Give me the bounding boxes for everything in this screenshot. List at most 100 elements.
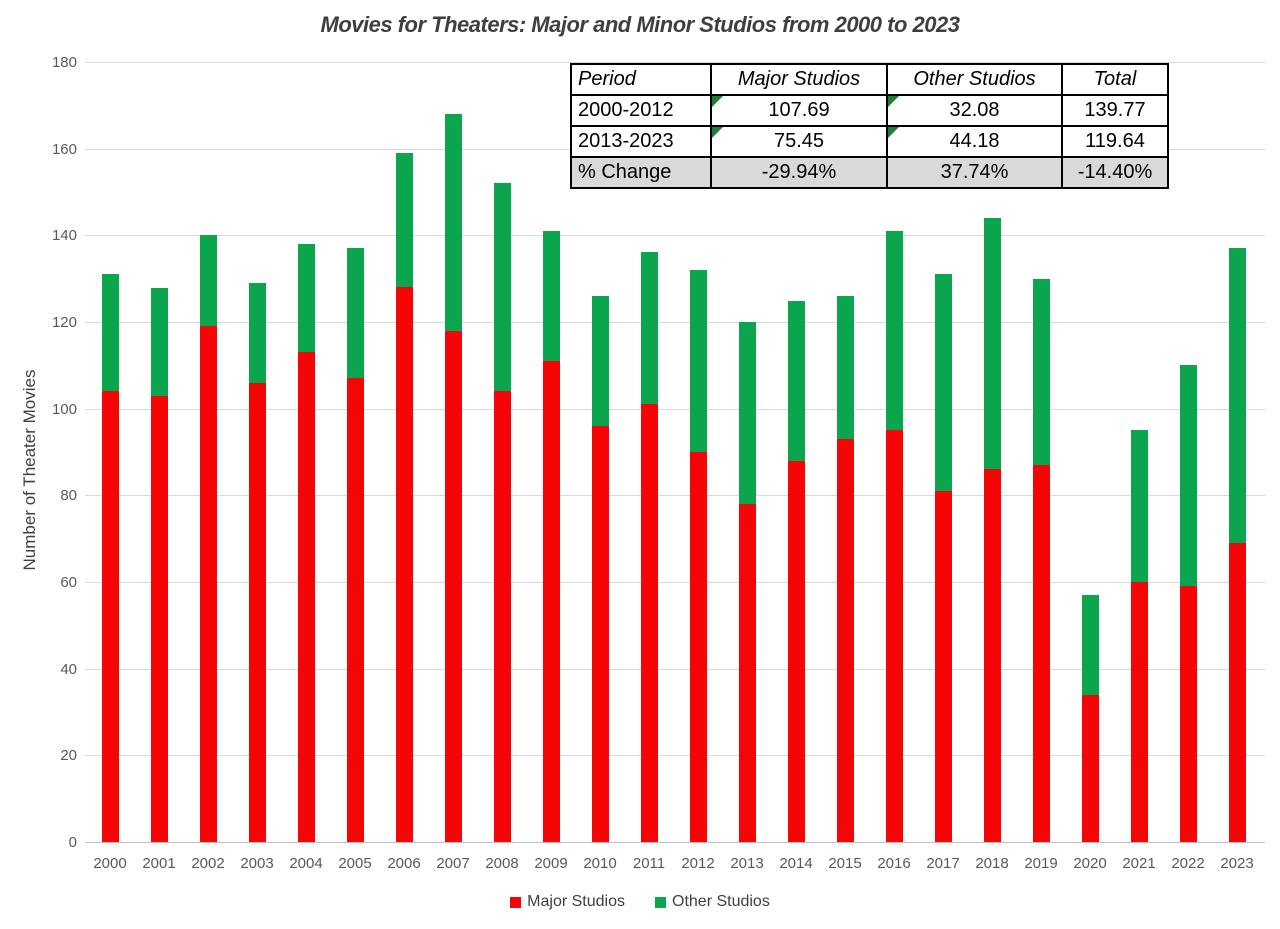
summary-table-cell-1-0: 2013-2023 xyxy=(570,125,712,158)
bar-segment-other-2020 xyxy=(1081,595,1099,695)
bar-segment-other-2012 xyxy=(689,270,707,452)
x-tick-label-2006: 2006 xyxy=(387,855,421,872)
x-tick-label-2017: 2017 xyxy=(926,855,960,872)
y-axis-title: Number of Theater Movies xyxy=(20,369,39,571)
bar-2009 xyxy=(542,231,560,842)
summary-table-row-0: 2000-2012 107.69 32.08 139.77 xyxy=(570,94,1169,127)
bar-segment-major-2016 xyxy=(885,430,903,842)
bar-segment-other-2017 xyxy=(934,274,952,491)
x-tick-label-2016: 2016 xyxy=(877,855,911,872)
bar-segment-major-2018 xyxy=(983,469,1001,842)
bar-segment-other-2019 xyxy=(1032,279,1050,465)
bar-segment-major-2005 xyxy=(346,378,364,842)
bar-2003 xyxy=(248,283,266,842)
cell-comment-indicator-icon xyxy=(888,96,899,107)
gridline-100 xyxy=(85,408,1265,410)
x-tick-label-2023: 2023 xyxy=(1220,855,1254,872)
y-tick-label-40: 40 xyxy=(60,660,77,678)
legend: Major Studios Other Studios xyxy=(0,893,1280,911)
x-tick-label-2015: 2015 xyxy=(828,855,862,872)
legend-swatch-icon xyxy=(510,896,522,908)
bar-segment-other-2002 xyxy=(199,235,217,326)
bar-2001 xyxy=(150,288,168,842)
x-tick-label-2001: 2001 xyxy=(142,855,176,872)
bar-segment-major-2006 xyxy=(395,287,413,842)
gridline-40 xyxy=(85,668,1265,670)
bar-segment-major-2008 xyxy=(493,391,511,842)
y-tick-label-80: 80 xyxy=(60,487,77,505)
bar-segment-other-2023 xyxy=(1228,248,1246,543)
y-tick-label-120: 120 xyxy=(51,314,77,331)
gridline-20 xyxy=(85,755,1265,757)
x-tick-label-2010: 2010 xyxy=(583,855,617,872)
summary-table-header-3: Total xyxy=(1061,63,1169,96)
bar-2008 xyxy=(493,183,511,842)
x-tick-label-2014: 2014 xyxy=(779,855,813,872)
bar-segment-major-2004 xyxy=(297,352,315,842)
bar-segment-other-2000 xyxy=(101,274,119,391)
bar-2010 xyxy=(591,296,609,842)
y-tick-label-60: 60 xyxy=(60,574,77,591)
legend-label: Other Studios xyxy=(672,893,770,910)
bar-2002 xyxy=(199,235,217,842)
cell-comment-indicator-icon xyxy=(712,96,723,107)
y-tick-label-20: 20 xyxy=(60,747,77,765)
gridline-60 xyxy=(85,582,1265,583)
bar-2004 xyxy=(297,244,315,842)
bar-2006 xyxy=(395,153,413,842)
x-tick-label-2011: 2011 xyxy=(632,855,666,872)
bar-segment-major-2022 xyxy=(1179,586,1197,842)
bar-segment-major-2019 xyxy=(1032,465,1050,842)
gridline-0 xyxy=(85,842,1265,843)
summary-table-header-0: Period xyxy=(570,63,712,96)
summary-table-cell-0-3: 139.77 xyxy=(1061,94,1169,127)
bar-2022 xyxy=(1179,365,1197,842)
bar-segment-other-2015 xyxy=(836,296,854,439)
bar-segment-other-2021 xyxy=(1130,430,1148,582)
x-tick-label-2022: 2022 xyxy=(1171,855,1205,872)
bar-segment-other-2005 xyxy=(346,248,364,378)
bar-segment-major-2014 xyxy=(787,461,805,842)
bar-2013 xyxy=(738,322,756,842)
y-tick-label-0: 0 xyxy=(68,834,77,851)
bar-segment-major-2020 xyxy=(1081,695,1099,842)
bar-segment-major-2001 xyxy=(150,396,168,842)
summary-table-header-row: Period Major Studios Other Studios Total xyxy=(570,63,1169,96)
legend-swatch-icon xyxy=(655,896,666,908)
bar-segment-major-2003 xyxy=(248,383,266,842)
gridline-140 xyxy=(85,235,1265,237)
x-tick-label-2002: 2002 xyxy=(191,855,225,872)
y-tick-label-140: 140 xyxy=(51,227,77,245)
bar-segment-major-2000 xyxy=(101,391,119,842)
bar-2007 xyxy=(444,114,462,842)
bar-segment-other-2016 xyxy=(885,231,903,430)
bar-segment-major-2002 xyxy=(199,326,217,842)
bar-2023 xyxy=(1228,248,1246,842)
summary-table-cell-2-3: -14.40% xyxy=(1061,156,1169,189)
bar-segment-other-2010 xyxy=(591,296,609,426)
x-tick-label-2021: 2021 xyxy=(1122,855,1156,872)
bar-2016 xyxy=(885,231,903,842)
legend-item-other-studios: Other Studios xyxy=(655,893,770,911)
x-tick-label-2020: 2020 xyxy=(1073,855,1107,872)
bar-2018 xyxy=(983,218,1001,842)
bar-segment-major-2015 xyxy=(836,439,854,842)
x-tick-label-2018: 2018 xyxy=(975,855,1009,872)
summary-table-cell-0-1: 107.69 xyxy=(710,94,888,127)
bar-segment-major-2010 xyxy=(591,426,609,842)
bar-segment-other-2011 xyxy=(640,252,658,404)
x-tick-label-2013: 2013 xyxy=(730,855,764,872)
bar-segment-other-2007 xyxy=(444,114,462,331)
bar-2005 xyxy=(346,248,364,842)
bar-2017 xyxy=(934,274,952,842)
legend-label: Major Studios xyxy=(527,893,625,910)
x-tick-label-2019: 2019 xyxy=(1024,855,1058,872)
cell-comment-indicator-icon xyxy=(888,127,899,138)
legend-item-major-studios: Major Studios xyxy=(510,893,625,911)
x-tick-label-2009: 2009 xyxy=(534,855,568,872)
x-tick-label-2003: 2003 xyxy=(240,855,274,872)
x-tick-label-2004: 2004 xyxy=(289,855,323,872)
summary-table: Period Major Studios Other Studios Total 200… xyxy=(570,63,1169,189)
x-tick-label-2000: 2000 xyxy=(93,855,127,872)
